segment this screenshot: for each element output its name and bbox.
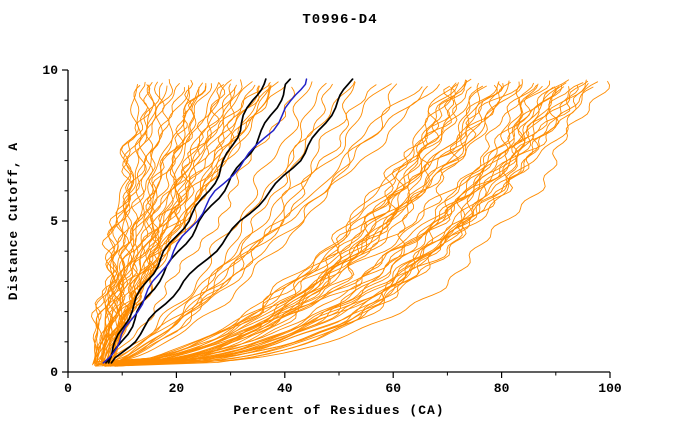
model-curve [109, 83, 589, 364]
model-curve [112, 82, 459, 363]
model-curve [114, 79, 587, 364]
model-curve [94, 81, 149, 366]
model-curve [116, 86, 557, 367]
model-curve [96, 85, 455, 363]
model-curve [101, 85, 190, 366]
model-curve [101, 87, 236, 364]
model-curve [102, 87, 185, 364]
model-curve [97, 81, 599, 365]
x-tick-label: 40 [277, 381, 293, 396]
model-curve [96, 86, 570, 363]
model-curve [108, 85, 487, 366]
model-curve [120, 80, 510, 365]
model-curve [97, 81, 165, 366]
blue-model-curve [102, 78, 308, 364]
model-curve [95, 84, 157, 365]
model-curve [112, 81, 520, 366]
model-curve [112, 80, 551, 365]
y-tick-label: 10 [42, 63, 58, 78]
x-tick-label: 100 [598, 381, 622, 396]
model-curve [109, 87, 190, 364]
model-curve [96, 82, 534, 367]
model-curve [109, 79, 243, 367]
model-curve [100, 81, 279, 366]
model-curve [105, 86, 472, 367]
model-curve [116, 83, 504, 367]
model-curve [110, 86, 272, 367]
model-curve [96, 82, 327, 363]
model-curve [94, 78, 174, 363]
ticks-layer: 0 20 40 60 80 100 0 5 10 [42, 63, 622, 396]
model-curve [96, 80, 589, 365]
model-curve [121, 79, 467, 364]
model-curves-layer [91, 78, 610, 367]
model-curve [93, 83, 212, 364]
x-axis-label: Percent of Residues (CA) [233, 403, 444, 418]
chart-title: T0996-D4 [302, 12, 378, 28]
model-curve [104, 83, 398, 364]
model-curve [115, 78, 523, 367]
model-curve [108, 84, 272, 365]
model-curve [102, 85, 260, 366]
model-curve [107, 84, 458, 365]
x-tick-label: 20 [169, 381, 185, 396]
model-curve [104, 80, 610, 365]
model-curve [111, 84, 563, 365]
y-tick-label: 0 [50, 365, 58, 380]
black-model-3-curve [110, 78, 354, 364]
model-curve [91, 84, 151, 365]
model-curve [94, 85, 428, 366]
x-tick-label: 60 [385, 381, 401, 396]
model-curve [102, 84, 377, 365]
model-curve [107, 82, 207, 367]
model-curve [102, 81, 356, 366]
model-curve [92, 85, 287, 366]
model-curve [96, 85, 206, 363]
model-curve [101, 79, 194, 364]
y-tick-label: 5 [50, 214, 58, 229]
reference-curves-layer [102, 78, 354, 364]
model-curve [100, 86, 554, 364]
model-curve [105, 83, 232, 364]
model-curve [118, 81, 500, 365]
model-curve [96, 82, 203, 367]
model-curve [111, 79, 468, 364]
x-tick-label: 80 [494, 381, 510, 396]
model-curve [115, 82, 457, 367]
model-curve [105, 83, 392, 367]
black-model-1-curve [105, 78, 267, 364]
model-curve [103, 85, 543, 366]
model-curve [115, 84, 537, 365]
model-curve [105, 81, 253, 365]
black-model-2-curve [107, 78, 292, 364]
model-curve [104, 82, 511, 362]
x-tick-label: 0 [64, 381, 72, 396]
model-curve [112, 83, 440, 364]
y-axis-label: Distance Cutoff, A [6, 142, 21, 300]
